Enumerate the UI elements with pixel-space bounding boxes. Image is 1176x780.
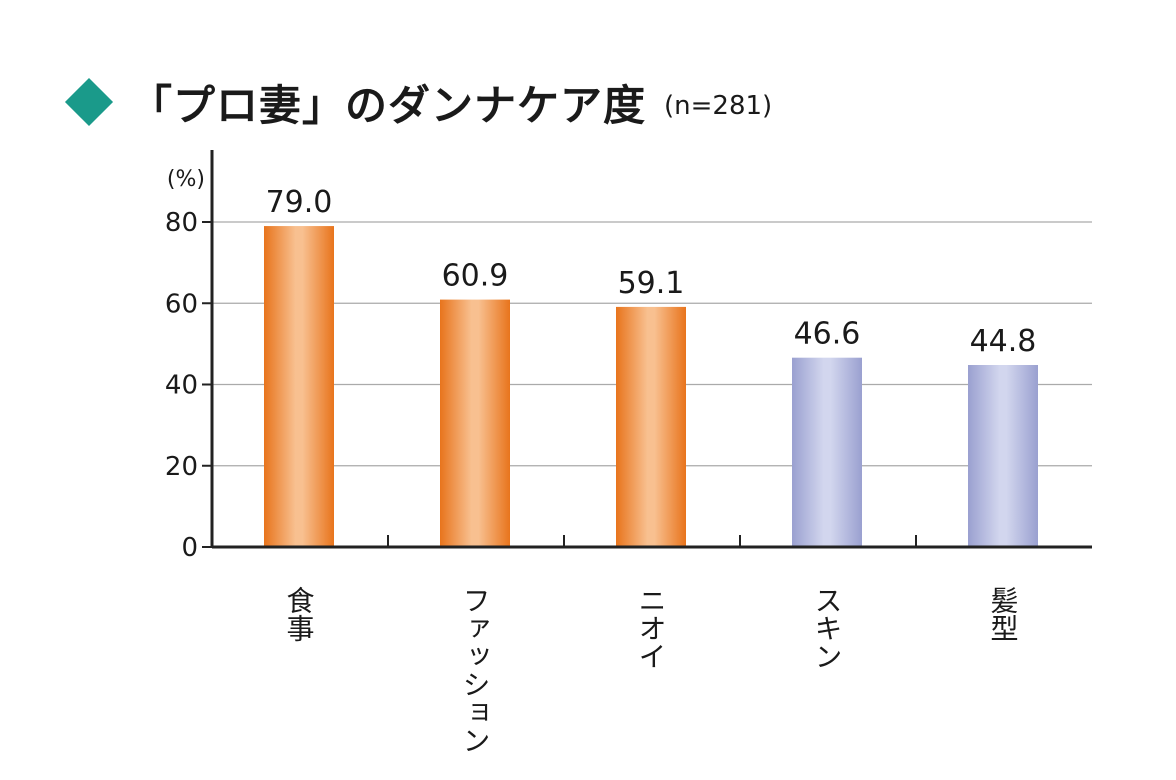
y-tick-label: 40 (165, 371, 198, 401)
value-label: 60.9 (442, 259, 509, 294)
y-tick-label: 0 (181, 533, 198, 563)
category-label: スキン (811, 586, 844, 670)
category-label: ファッション (459, 586, 492, 754)
bar-5 (968, 365, 1038, 546)
sample-size: (n=281) (664, 91, 773, 121)
value-label: 59.1 (618, 266, 685, 301)
category-label: ニオイ (635, 586, 668, 670)
y-tick-label: 80 (165, 208, 198, 238)
category-label: 食事 (283, 586, 316, 642)
category-label: 髪型 (987, 586, 1020, 642)
value-label: 44.8 (970, 324, 1037, 359)
bar-4 (792, 357, 862, 546)
bar-3 (616, 306, 686, 546)
value-label: 46.6 (794, 317, 861, 352)
bar-1 (264, 226, 334, 546)
y-tick-label: 60 (165, 289, 198, 319)
chart-title: 「プロ妻」のダンナケア度 (130, 80, 647, 130)
value-label: 79.0 (266, 185, 333, 220)
y-tick-label: 20 (165, 452, 198, 482)
chart-title-row: 「プロ妻」のダンナケア度 (n=281) (62, 72, 772, 132)
y-unit-label: (%) (167, 167, 205, 192)
bar-2 (440, 299, 510, 546)
